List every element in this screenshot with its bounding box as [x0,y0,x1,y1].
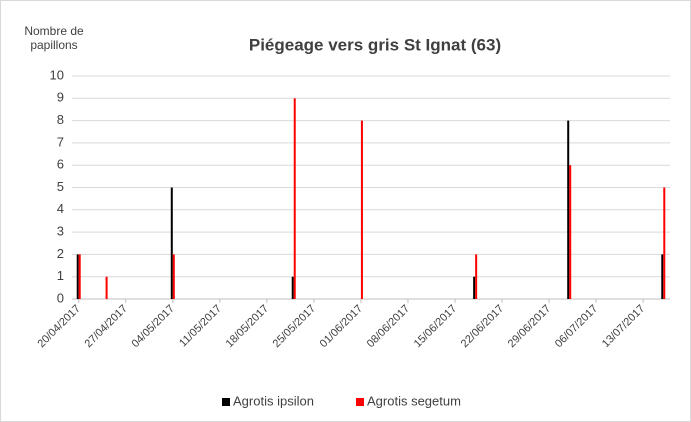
y-tick-label: 8 [57,112,64,127]
y-tick-label: 4 [57,201,64,216]
y-tick-label: 6 [57,157,64,172]
chart-title: Piégeage vers gris St Ignat (63) [249,35,501,54]
y-tick-label: 0 [57,290,64,305]
bar [172,254,175,299]
y-axis-label: Nombre de papillons [24,24,84,52]
bar [105,276,108,299]
y-tick-label: 10 [50,67,64,82]
legend-swatch [356,398,364,406]
bar [360,120,363,299]
bar [170,187,173,299]
y-tick-label: 9 [57,90,64,105]
y-tick-label: 7 [57,134,64,149]
y-tick-label: 3 [57,224,64,239]
bar [76,254,79,299]
bar [78,254,81,299]
bar [567,120,570,299]
y-tick-label: 1 [57,268,64,283]
bar [475,254,478,299]
bar [293,98,296,299]
y-tick-label: 5 [57,179,64,194]
y-tick-label: 2 [57,246,64,261]
legend-swatch [222,398,230,406]
bar [569,165,572,299]
bar [663,187,666,299]
bar [473,276,476,299]
bar [661,254,664,299]
bar [291,276,294,299]
legend-label: Agrotis segetum [367,393,461,408]
legend-label: Agrotis ipsilon [233,393,314,408]
